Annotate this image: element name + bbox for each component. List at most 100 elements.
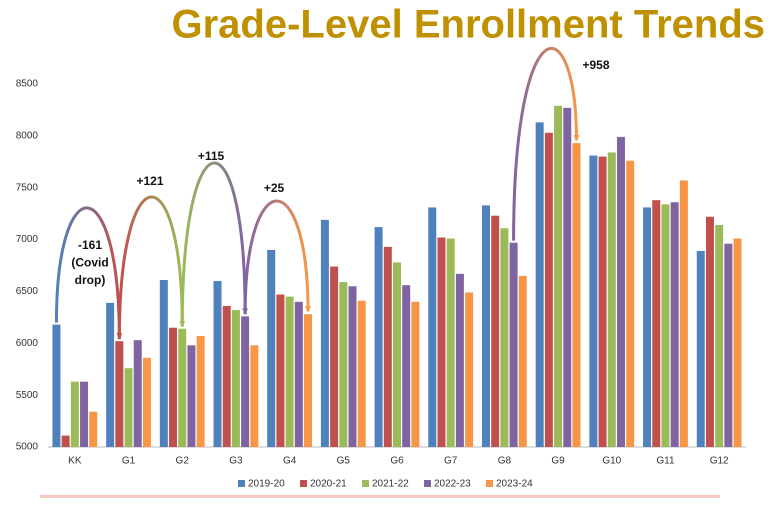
- x-tick-label: G11: [656, 456, 675, 467]
- bar: [411, 301, 420, 447]
- legend-label: 2020-21: [310, 479, 347, 490]
- annotation-arrow: [54, 206, 123, 340]
- bar: [80, 381, 89, 447]
- legend-label: 2022-23: [434, 479, 471, 490]
- annotation-label: drop): [75, 273, 106, 287]
- bar: [393, 262, 401, 447]
- x-tick-label: G2: [176, 456, 190, 467]
- bar: [374, 227, 383, 447]
- chart-title: Grade-Level Enrollment Trends: [172, 3, 766, 47]
- bar: [402, 285, 411, 447]
- bar: [733, 238, 742, 447]
- bar: [222, 305, 231, 447]
- bar: [61, 435, 70, 447]
- x-tick-label: G5: [337, 456, 351, 467]
- bar: [563, 107, 572, 448]
- bar: [724, 243, 733, 447]
- bar: [500, 228, 509, 447]
- bar: [330, 266, 339, 447]
- x-tick-label: G3: [229, 456, 243, 467]
- annotation-label: -161: [78, 238, 102, 252]
- legend-label: 2021-22: [372, 479, 409, 490]
- x-tick-label: KK: [68, 456, 82, 467]
- y-tick-label: 6500: [16, 286, 39, 297]
- bar: [626, 160, 635, 447]
- x-tick-label: G8: [498, 456, 512, 467]
- legend-swatch: [424, 480, 431, 487]
- bar: [178, 328, 187, 447]
- bar: [231, 310, 240, 447]
- legend-swatch: [238, 480, 245, 487]
- y-tick-label: 7500: [16, 182, 39, 193]
- bar: [437, 237, 446, 447]
- bar: [52, 324, 61, 447]
- annotation-label: +25: [264, 181, 285, 195]
- bar: [267, 249, 276, 447]
- annotation-arrow: [117, 195, 186, 340]
- y-tick-label: 5500: [16, 390, 39, 401]
- annotation-label: (Covid: [71, 256, 108, 270]
- bar: [446, 238, 455, 447]
- x-tick-label: G6: [390, 456, 404, 467]
- bar: [572, 143, 581, 448]
- bar: [320, 219, 329, 447]
- bar: [142, 357, 151, 447]
- bar: [607, 152, 616, 448]
- x-tick-label: G4: [283, 456, 297, 467]
- bar: [465, 292, 474, 447]
- legend-swatch: [486, 480, 493, 487]
- bar: [106, 302, 115, 447]
- bar: [89, 411, 98, 447]
- bar: [196, 336, 205, 447]
- bar: [115, 341, 124, 447]
- bar: [481, 205, 490, 447]
- legend-swatch: [362, 480, 369, 487]
- bar: [679, 180, 688, 447]
- bar: [133, 340, 142, 447]
- bar: [715, 225, 724, 447]
- bar: [187, 345, 196, 447]
- bar: [124, 368, 133, 447]
- bar: [159, 280, 168, 447]
- bar: [491, 215, 500, 447]
- x-tick-label: G7: [444, 456, 458, 467]
- bar: [598, 156, 607, 447]
- y-tick-label: 6000: [16, 338, 39, 349]
- bar: [339, 282, 348, 447]
- bar: [250, 345, 259, 447]
- annotation-label: +958: [582, 58, 609, 72]
- bar: [294, 301, 303, 447]
- legend-swatch: [300, 480, 307, 487]
- bar: [348, 286, 357, 447]
- bar: [670, 202, 679, 447]
- bar: [705, 216, 714, 447]
- bar: [535, 122, 544, 448]
- bar: [304, 314, 313, 447]
- bar: [509, 242, 518, 447]
- y-tick-label: 8000: [16, 130, 39, 141]
- bar: [70, 381, 79, 447]
- x-tick-label: G1: [122, 456, 136, 467]
- bar: [241, 316, 250, 447]
- annotation-label: +115: [198, 149, 225, 163]
- annotation-arrow: [512, 46, 580, 241]
- legend-label: 2023-24: [496, 479, 533, 490]
- bar: [643, 207, 652, 447]
- bar: [661, 204, 670, 447]
- y-tick-label: 5000: [16, 442, 39, 453]
- bar: [213, 281, 222, 447]
- annotation-arrow: [180, 161, 249, 327]
- x-tick-label: G9: [551, 456, 565, 467]
- annotation-arrow: [243, 199, 312, 315]
- bar: [544, 132, 553, 447]
- x-tick-label: G10: [602, 456, 621, 467]
- footer-rule: [40, 495, 720, 498]
- bar: [383, 246, 392, 447]
- bar: [169, 327, 178, 447]
- bar: [428, 207, 437, 447]
- bar: [518, 275, 527, 447]
- bar: [554, 105, 563, 447]
- bar: [616, 136, 625, 447]
